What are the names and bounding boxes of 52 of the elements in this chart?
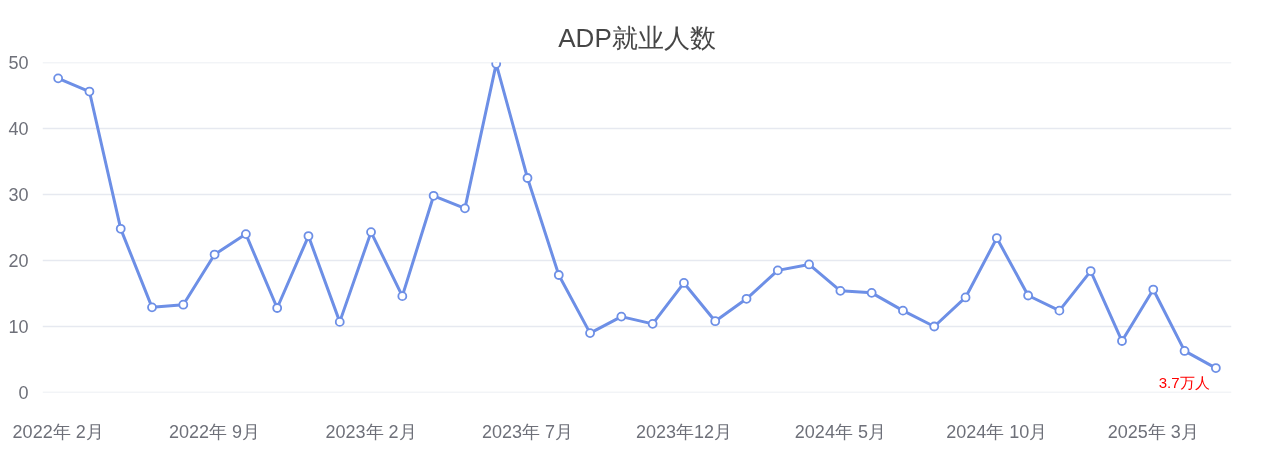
point — [679, 278, 689, 288]
x-tick-label: 2023年12月 — [635, 421, 732, 442]
point — [1179, 346, 1190, 356]
point — [616, 311, 627, 322]
point — [585, 328, 595, 338]
y-tick-label: 40 — [8, 119, 29, 139]
point — [1148, 284, 1159, 295]
point — [366, 227, 376, 238]
point — [397, 291, 408, 302]
point — [272, 303, 283, 313]
point — [741, 293, 752, 304]
y-tick-label: 20 — [8, 251, 29, 271]
y-tick-label: 10 — [8, 317, 29, 337]
point — [1054, 305, 1065, 316]
x-tick-label: 2024年 10月 — [946, 421, 1048, 442]
point — [1023, 290, 1034, 301]
x-tick-label: 2022年 2月 — [12, 421, 104, 442]
point — [428, 190, 439, 201]
point — [647, 318, 658, 329]
point — [115, 223, 126, 234]
annotation: 3.7万人 — [1158, 373, 1210, 391]
point — [1117, 336, 1127, 346]
point — [772, 265, 783, 276]
point — [1085, 266, 1096, 276]
point — [460, 203, 470, 214]
x-tick-label: 2023年 2月 — [325, 421, 417, 442]
point — [804, 259, 814, 270]
point — [53, 73, 64, 84]
y-tick-label: 30 — [8, 185, 29, 205]
point — [991, 233, 1002, 243]
y-tick-label: 50 — [8, 53, 29, 73]
point — [710, 316, 721, 327]
point — [209, 249, 220, 260]
x-tick-label: 2023年 7月 — [481, 421, 574, 442]
chart-title: ADP就业人数 — [558, 22, 716, 53]
x-tick-label: 2024年 5月 — [794, 421, 886, 442]
point — [178, 299, 189, 310]
x-tick-label: 2022年 9月 — [169, 421, 261, 442]
point — [303, 231, 314, 241]
point — [898, 305, 908, 316]
point — [84, 86, 95, 97]
point — [553, 270, 564, 280]
y-tick-label: 0 — [18, 383, 29, 403]
point — [147, 302, 157, 313]
point — [522, 173, 533, 183]
x-tick-label: 2025年 3月 — [1107, 421, 1199, 442]
point — [866, 287, 877, 298]
point — [1210, 363, 1221, 373]
point — [240, 229, 251, 239]
point — [960, 292, 971, 303]
point — [929, 321, 940, 332]
point — [835, 285, 846, 296]
